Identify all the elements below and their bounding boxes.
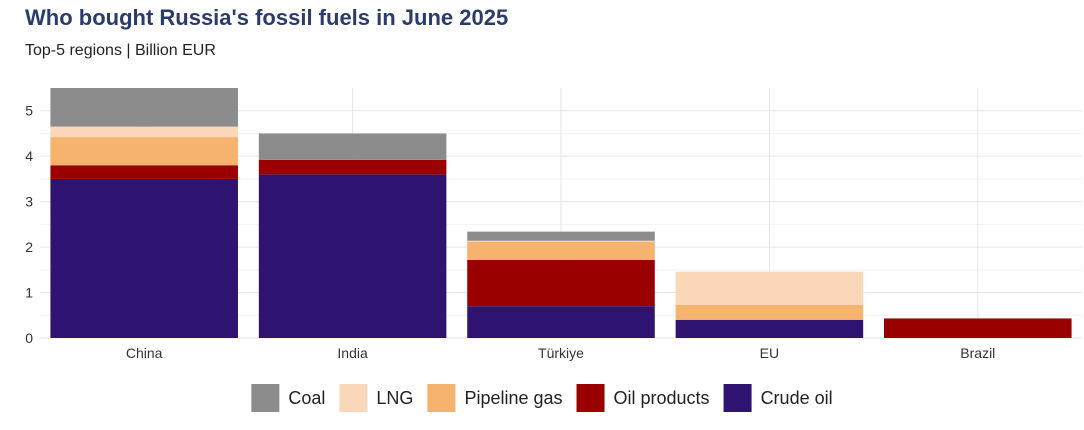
x-tick-label: Türkiye bbox=[538, 345, 584, 361]
legend-label-lng: LNG bbox=[376, 388, 413, 408]
bar-segment-china-coal bbox=[50, 88, 238, 127]
chart-subtitle: Top-5 regions | Billion EUR bbox=[25, 42, 216, 59]
bars-layer bbox=[50, 88, 1072, 338]
bar-segment-t-rkiye-coal bbox=[467, 231, 655, 241]
legend: Coal LNG Pipeline gas Oil products Crude oil bbox=[251, 384, 833, 412]
legend-label-crude-oil: Crude oil bbox=[761, 388, 833, 408]
bar-segment-india-oil-products bbox=[258, 159, 447, 175]
bar-segment-china-oil-products bbox=[50, 165, 238, 179]
y-tick-label: 3 bbox=[25, 194, 33, 210]
bar-segment-t-rkiye-oil-products bbox=[467, 259, 655, 307]
legend-label-oil-products: Oil products bbox=[614, 388, 710, 408]
bar-segment-t-rkiye-crude-oil bbox=[467, 306, 655, 338]
y-tick-label: 5 bbox=[25, 103, 33, 119]
bar-segment-t-rkiye-pipeline-gas bbox=[467, 241, 655, 260]
legend-swatch-coal bbox=[251, 384, 280, 412]
bar-segment-eu-crude-oil bbox=[675, 319, 864, 338]
bar-segment-china-crude-oil bbox=[50, 178, 238, 338]
y-tick-label: 2 bbox=[25, 239, 33, 255]
legend-label-pipeline-gas: Pipeline gas bbox=[464, 388, 562, 408]
bar-segment-eu-lng bbox=[675, 271, 864, 305]
x-tick-label: India bbox=[337, 345, 368, 361]
y-tick-label: 1 bbox=[25, 285, 33, 301]
y-tick-label: 4 bbox=[25, 148, 33, 164]
bar-segment-t-rkiye-lng bbox=[467, 240, 655, 242]
bar-segment-india-coal bbox=[258, 133, 447, 160]
legend-label-coal: Coal bbox=[288, 388, 325, 408]
bar-segment-china-lng bbox=[50, 126, 238, 138]
x-tick-label: EU bbox=[760, 345, 779, 361]
legend-swatch-lng bbox=[339, 384, 368, 412]
bar-segment-china-pipeline-gas bbox=[50, 137, 238, 166]
legend-swatch-pipeline-gas bbox=[427, 384, 456, 412]
x-tick-label: China bbox=[126, 345, 163, 361]
y-tick-label: 0 bbox=[25, 330, 33, 346]
legend-swatch-crude-oil bbox=[723, 384, 752, 412]
x-tick-label: Brazil bbox=[960, 345, 995, 361]
bar-segment-india-crude-oil bbox=[258, 174, 447, 338]
legend-swatch-oil-products bbox=[576, 384, 605, 412]
bar-segment-brazil-oil-products bbox=[884, 318, 1072, 338]
chart-title: Who bought Russia's fossil fuels in June… bbox=[25, 5, 509, 30]
bar-segment-eu-pipeline-gas bbox=[675, 304, 864, 320]
axis-layer: 0 1 2 3 4 5 China India Türkiye EU Brazil bbox=[25, 103, 995, 361]
